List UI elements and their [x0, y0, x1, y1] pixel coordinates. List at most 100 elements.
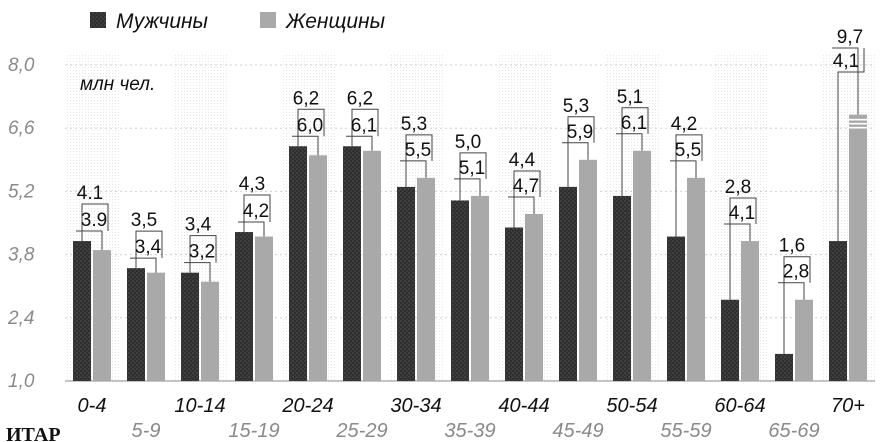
bracket-women	[184, 262, 211, 282]
bar-men	[721, 299, 739, 381]
bar-men	[397, 186, 415, 381]
x-category-label: 20-24	[281, 395, 333, 417]
data-label-men: 3,4	[185, 215, 212, 236]
data-label-women: 9,7	[837, 27, 863, 48]
bracket-women	[670, 160, 697, 178]
data-label-men: 4,4	[509, 150, 536, 171]
bar-men	[181, 272, 199, 381]
bracket-women	[454, 178, 481, 196]
bracket-women	[724, 223, 751, 242]
bar-women	[255, 236, 273, 381]
y-tick-label: 3,8	[8, 245, 35, 266]
bar-men	[343, 146, 361, 381]
bracket-men	[189, 235, 217, 273]
unit-label: млн чел.	[80, 74, 155, 95]
data-label-women: 5,1	[459, 158, 485, 179]
bar-men	[289, 146, 307, 381]
x-category-label: 40-44	[498, 395, 549, 417]
legend-swatch-men	[90, 12, 106, 28]
x-category-label: 50-54	[606, 395, 657, 417]
bracket-women	[562, 142, 589, 160]
data-label-women: 5,5	[675, 140, 701, 161]
bracket-women	[346, 135, 373, 151]
value-brackets	[76, 47, 865, 354]
data-label-men: 5,1	[617, 87, 643, 108]
bar-women	[633, 150, 651, 381]
data-label-women: 5,9	[567, 122, 593, 143]
bracket-men	[297, 108, 325, 147]
x-category-label: 25-29	[335, 420, 387, 442]
bars	[73, 114, 867, 382]
legend-label-women: Женщины	[285, 10, 386, 33]
bar-women	[201, 281, 219, 381]
bracket-women	[400, 160, 427, 178]
bracket-men	[567, 116, 595, 187]
x-category-label: 30-34	[390, 395, 441, 417]
bracket-men	[351, 108, 379, 147]
bracket-men	[675, 134, 703, 237]
data-label-women: 4,7	[513, 176, 539, 197]
bracket-women	[832, 47, 859, 115]
y-tick-label: 5,2	[8, 181, 35, 202]
legend-swatch-women	[260, 12, 276, 28]
y-tick-label: 2,4	[7, 308, 34, 329]
data-label-men: 3,5	[131, 210, 157, 231]
legend-label-men: Мужчины	[116, 10, 209, 33]
data-label-women: 3,4	[135, 237, 162, 258]
data-label-men: 4,2	[671, 114, 697, 135]
bracket-men	[81, 203, 109, 242]
bar-women	[417, 177, 435, 381]
data-label-men: 2,8	[725, 177, 751, 198]
data-label-men: 5,3	[563, 96, 589, 117]
bar-women	[579, 159, 597, 381]
data-label-women: 3.9	[81, 210, 107, 231]
bar-women	[795, 299, 813, 381]
data-label-men: 1,6	[779, 236, 805, 257]
x-category-label: 70+	[831, 395, 865, 417]
y-tick-label: 6,6	[8, 118, 35, 139]
bracket-men	[135, 230, 163, 269]
bracket-men	[513, 170, 541, 228]
bar-men	[559, 186, 577, 381]
bracket-men	[243, 194, 271, 233]
labels: 8,0 6,6 5,2 3,8 2,4 1,0 4.1 3.9 0-4 3,5 3,4 5-9 3,4 3…	[7, 27, 865, 442]
data-label-men: 6,2	[347, 88, 373, 109]
bar-women	[525, 213, 543, 381]
data-label-women: 2,8	[783, 262, 809, 283]
data-label-men: 4,1	[833, 51, 859, 72]
bar-men	[73, 241, 91, 381]
data-label-women: 6,1	[621, 113, 647, 134]
bar-women	[849, 114, 867, 382]
data-label-men: 4,3	[239, 174, 265, 195]
bracket-women	[778, 282, 805, 300]
x-category-label: 10-14	[174, 395, 225, 417]
bar-men	[829, 241, 847, 381]
x-category-label: 35-39	[444, 420, 495, 442]
data-label-women: 4,1	[729, 203, 755, 224]
bar-women	[147, 272, 165, 381]
x-category-label: 65-69	[768, 420, 819, 442]
bar-men	[235, 232, 253, 381]
bar-men	[775, 353, 793, 381]
data-label-women: 6,0	[297, 115, 323, 136]
bar-women	[363, 150, 381, 381]
data-label-men: 5,0	[455, 132, 481, 153]
bracket-men	[837, 48, 865, 242]
data-label-women: 4,2	[243, 201, 269, 222]
bar-women	[687, 177, 705, 381]
bar-men	[451, 200, 469, 381]
bar-men	[505, 227, 523, 381]
data-label-women: 3,2	[189, 242, 215, 263]
bracket-women	[130, 257, 157, 273]
bracket-women	[238, 221, 265, 237]
bracket-women	[508, 196, 535, 214]
data-label-men: 4.1	[77, 183, 103, 204]
legend: Мужчины Женщины	[90, 10, 386, 33]
x-category-label: 45-49	[552, 420, 603, 442]
bracket-men	[459, 152, 487, 201]
bar-men	[667, 236, 685, 381]
bar-men	[613, 195, 631, 381]
bracket-women	[292, 135, 319, 156]
x-category-label: 0-4	[78, 395, 107, 417]
